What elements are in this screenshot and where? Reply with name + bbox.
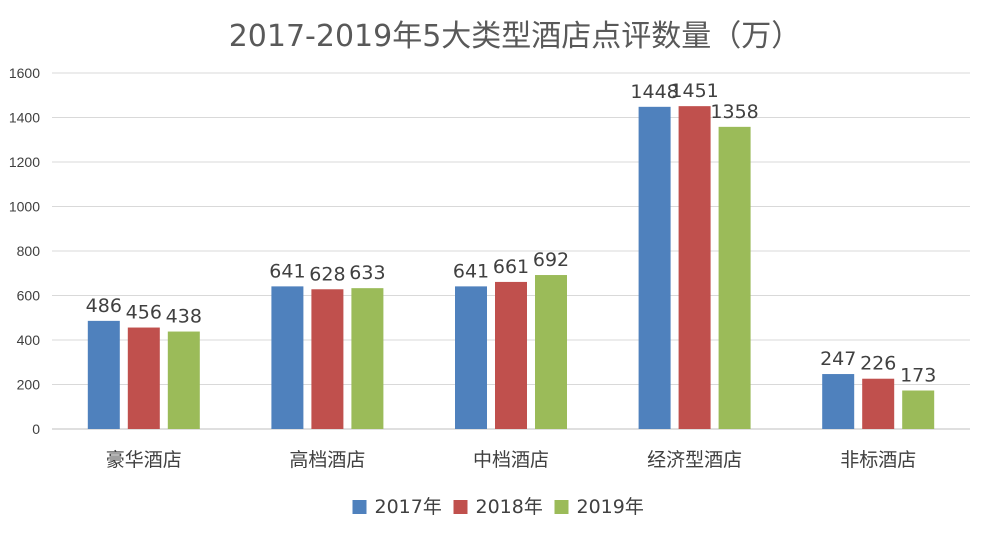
bar [718,126,751,429]
bar [351,288,384,429]
data-label: 1448 [630,81,678,103]
bar [638,106,671,429]
y-tick-label: 1000 [9,199,40,215]
x-category-label: 豪华酒店 [106,449,182,471]
data-label: 486 [86,295,122,317]
bar [127,327,160,429]
bar [495,281,527,429]
data-label: 173 [900,365,936,387]
legend-swatch [554,500,569,514]
data-label: 226 [860,353,896,375]
legend-label: 2019年 [577,496,644,518]
legend: 2017年 2018年 2019年 [352,496,644,518]
x-category-label: 中档酒店 [473,449,549,471]
bar [535,275,567,429]
y-tick-label: 0 [32,421,40,437]
legend-label: 2017年 [375,496,442,518]
bars [87,106,935,429]
bar [311,289,344,429]
x-category-label: 高档酒店 [289,449,365,471]
data-label: 1358 [710,101,758,123]
data-label: 661 [493,256,529,278]
bar [902,390,935,429]
bar [678,106,711,429]
chart-title: 2017-2019年5大类型酒店点评数量（万） [229,19,802,54]
bar [87,320,120,429]
data-label: 247 [820,348,856,370]
y-tick-label: 1200 [9,154,40,170]
x-axis-categories: 豪华酒店 高档酒店 中档酒店 经济型酒店 非标酒店 [106,449,916,471]
y-tick-label: 1600 [9,65,40,81]
data-label: 438 [166,306,202,328]
data-label: 628 [309,263,345,285]
y-tick-label: 1400 [9,110,40,126]
data-label: 692 [533,249,569,271]
gridlines [52,72,970,430]
bar [862,378,895,429]
legend-label: 2018年 [476,496,543,518]
bar [167,331,200,429]
x-category-label: 非标酒店 [840,449,916,471]
legend-swatch [352,500,367,514]
data-label: 641 [269,260,305,282]
x-category-label: 经济型酒店 [647,449,742,471]
y-axis-ticks: 0 200 400 600 800 1000 1200 1400 1600 [9,65,40,437]
y-tick-label: 200 [17,377,41,393]
y-tick-label: 800 [17,243,41,259]
bar [822,374,855,429]
y-tick-label: 600 [17,288,41,304]
y-tick-label: 400 [17,332,41,348]
data-label: 641 [453,260,489,282]
bar [271,286,304,429]
legend-swatch [453,500,468,514]
data-label: 1451 [670,80,718,102]
data-label: 456 [126,302,162,324]
data-label: 633 [349,262,385,284]
bar [455,286,487,429]
